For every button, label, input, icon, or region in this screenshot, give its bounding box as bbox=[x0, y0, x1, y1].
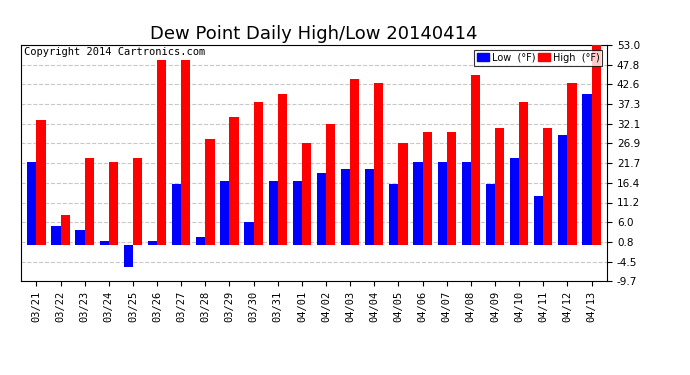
Bar bbox=[398, 143, 408, 245]
Bar bbox=[99, 241, 109, 245]
Text: Copyright 2014 Cartronics.com: Copyright 2014 Cartronics.com bbox=[23, 47, 205, 57]
Bar bbox=[254, 102, 263, 245]
Legend: Low  (°F), High  (°F): Low (°F), High (°F) bbox=[474, 50, 602, 66]
Bar bbox=[582, 94, 591, 245]
Title: Dew Point Daily High/Low 20140414: Dew Point Daily High/Low 20140414 bbox=[150, 26, 477, 44]
Bar bbox=[591, 45, 601, 245]
Bar bbox=[519, 102, 529, 245]
Bar bbox=[558, 135, 567, 245]
Bar bbox=[85, 158, 94, 245]
Bar bbox=[413, 162, 422, 245]
Bar bbox=[350, 79, 359, 245]
Bar bbox=[181, 60, 190, 245]
Bar bbox=[244, 222, 254, 245]
Bar bbox=[437, 162, 446, 245]
Bar bbox=[543, 128, 553, 245]
Bar bbox=[230, 117, 239, 245]
Bar bbox=[51, 226, 61, 245]
Bar bbox=[389, 184, 398, 245]
Bar bbox=[148, 241, 157, 245]
Bar bbox=[278, 94, 287, 245]
Bar bbox=[293, 181, 302, 245]
Bar bbox=[510, 158, 519, 245]
Bar bbox=[495, 128, 504, 245]
Bar bbox=[220, 181, 230, 245]
Bar bbox=[317, 173, 326, 245]
Bar bbox=[471, 75, 480, 245]
Bar bbox=[534, 196, 543, 245]
Bar bbox=[75, 230, 85, 245]
Bar bbox=[486, 184, 495, 245]
Bar bbox=[172, 184, 181, 245]
Bar bbox=[196, 237, 206, 245]
Bar bbox=[206, 139, 215, 245]
Bar bbox=[37, 120, 46, 245]
Bar bbox=[446, 132, 456, 245]
Bar bbox=[302, 143, 311, 245]
Bar bbox=[422, 132, 432, 245]
Bar bbox=[109, 162, 118, 245]
Bar bbox=[124, 245, 133, 267]
Bar bbox=[374, 82, 384, 245]
Bar bbox=[365, 170, 374, 245]
Bar bbox=[462, 162, 471, 245]
Bar bbox=[61, 214, 70, 245]
Bar bbox=[133, 158, 142, 245]
Bar bbox=[567, 82, 577, 245]
Bar bbox=[268, 181, 278, 245]
Bar bbox=[326, 124, 335, 245]
Bar bbox=[157, 60, 166, 245]
Bar bbox=[27, 162, 37, 245]
Bar bbox=[341, 170, 350, 245]
